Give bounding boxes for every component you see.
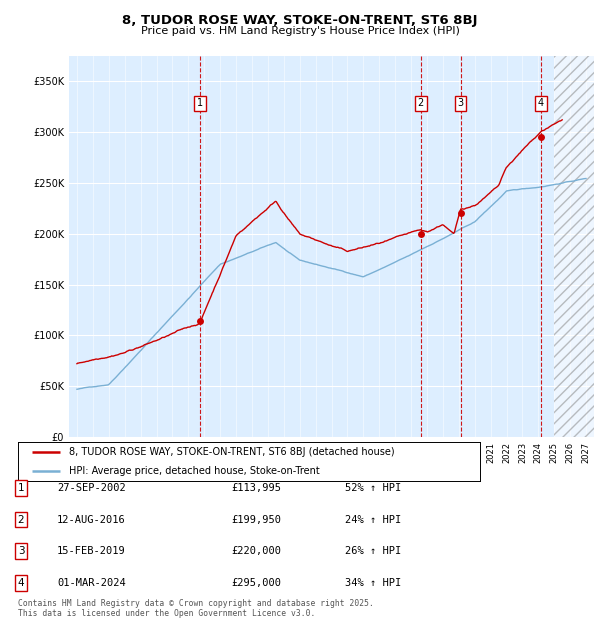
Text: 4: 4 [17, 578, 25, 588]
Text: HPI: Average price, detached house, Stoke-on-Trent: HPI: Average price, detached house, Stok… [69, 466, 320, 476]
Text: 27-SEP-2002: 27-SEP-2002 [57, 483, 126, 493]
Text: Contains HM Land Registry data © Crown copyright and database right 2025.
This d: Contains HM Land Registry data © Crown c… [18, 599, 374, 618]
Text: 8, TUDOR ROSE WAY, STOKE-ON-TRENT, ST6 8BJ (detached house): 8, TUDOR ROSE WAY, STOKE-ON-TRENT, ST6 8… [69, 448, 394, 458]
Text: 15-FEB-2019: 15-FEB-2019 [57, 546, 126, 556]
Text: Price paid vs. HM Land Registry's House Price Index (HPI): Price paid vs. HM Land Registry's House … [140, 26, 460, 36]
Bar [554, 56, 594, 437]
Text: 12-AUG-2016: 12-AUG-2016 [57, 515, 126, 525]
Text: 34% ↑ HPI: 34% ↑ HPI [345, 578, 401, 588]
Text: £220,000: £220,000 [231, 546, 281, 556]
Text: 2: 2 [418, 99, 424, 108]
Text: 3: 3 [458, 99, 464, 108]
Bar [554, 56, 594, 437]
Text: 26% ↑ HPI: 26% ↑ HPI [345, 546, 401, 556]
Text: £295,000: £295,000 [231, 578, 281, 588]
Text: 2: 2 [17, 515, 25, 525]
Text: £113,995: £113,995 [231, 483, 281, 493]
Text: 3: 3 [17, 546, 25, 556]
Text: 8, TUDOR ROSE WAY, STOKE-ON-TRENT, ST6 8BJ: 8, TUDOR ROSE WAY, STOKE-ON-TRENT, ST6 8… [122, 14, 478, 27]
Text: 52% ↑ HPI: 52% ↑ HPI [345, 483, 401, 493]
Text: 4: 4 [538, 99, 544, 108]
Text: 1: 1 [197, 99, 203, 108]
Text: £199,950: £199,950 [231, 515, 281, 525]
Text: 01-MAR-2024: 01-MAR-2024 [57, 578, 126, 588]
Text: 24% ↑ HPI: 24% ↑ HPI [345, 515, 401, 525]
Text: 1: 1 [17, 483, 25, 493]
